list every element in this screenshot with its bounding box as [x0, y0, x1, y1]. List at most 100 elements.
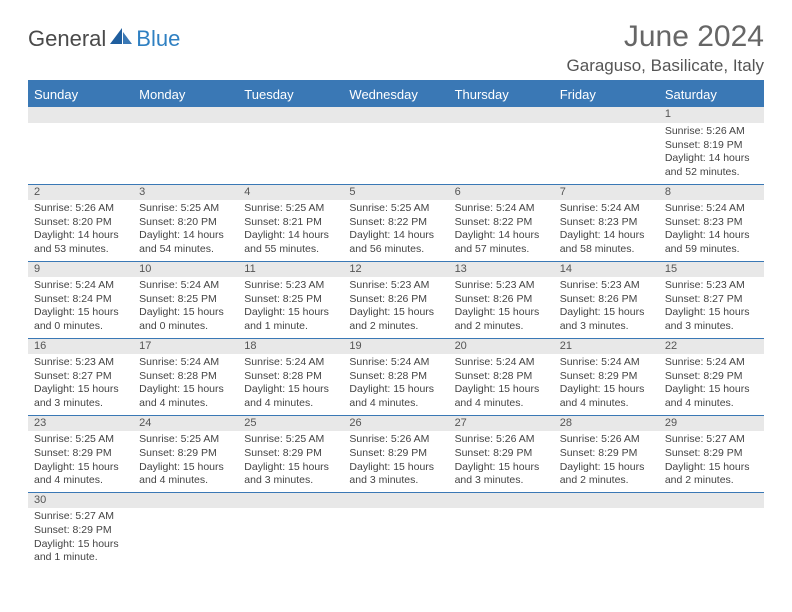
sunrise-line: Sunrise: 5:26 AM — [665, 125, 758, 139]
daylight-line: Daylight: 14 hours and 55 minutes. — [244, 229, 337, 256]
sunrise-line: Sunrise: 5:27 AM — [34, 510, 127, 524]
day-number-cell — [554, 107, 659, 123]
sunset-line: Sunset: 8:24 PM — [34, 293, 127, 307]
sunrise-line: Sunrise: 5:25 AM — [34, 433, 127, 447]
sunrise-line: Sunrise: 5:24 AM — [349, 356, 442, 370]
day-number-cell — [343, 107, 448, 123]
day-detail-cell: Sunrise: 5:24 AMSunset: 8:23 PMDaylight:… — [659, 200, 764, 261]
day-number-cell: 26 — [343, 415, 448, 431]
sunrise-line: Sunrise: 5:24 AM — [139, 279, 232, 293]
day-detail-cell — [28, 123, 133, 184]
sunrise-line: Sunrise: 5:24 AM — [455, 356, 548, 370]
day-detail-cell: Sunrise: 5:23 AMSunset: 8:26 PMDaylight:… — [343, 277, 448, 338]
daynum-row: 2345678 — [28, 184, 764, 200]
day-number-cell: 3 — [133, 184, 238, 200]
day-detail-cell: Sunrise: 5:25 AMSunset: 8:20 PMDaylight:… — [133, 200, 238, 261]
daylight-line: Daylight: 14 hours and 53 minutes. — [34, 229, 127, 256]
day-detail-cell: Sunrise: 5:24 AMSunset: 8:28 PMDaylight:… — [133, 354, 238, 415]
sunset-line: Sunset: 8:29 PM — [455, 447, 548, 461]
detail-row: Sunrise: 5:27 AMSunset: 8:29 PMDaylight:… — [28, 508, 764, 569]
title-block: June 2024 Garaguso, Basilicate, Italy — [567, 20, 764, 76]
logo-text-blue: Blue — [136, 26, 180, 52]
day-number-cell: 16 — [28, 338, 133, 354]
day-detail-cell: Sunrise: 5:24 AMSunset: 8:28 PMDaylight:… — [238, 354, 343, 415]
day-number-cell: 10 — [133, 261, 238, 277]
sunset-line: Sunset: 8:29 PM — [560, 370, 653, 384]
daylight-line: Daylight: 15 hours and 3 minutes. — [34, 383, 127, 410]
daylight-line: Daylight: 14 hours and 58 minutes. — [560, 229, 653, 256]
day-number-cell: 22 — [659, 338, 764, 354]
daylight-line: Daylight: 15 hours and 0 minutes. — [139, 306, 232, 333]
day-number-cell: 5 — [343, 184, 448, 200]
weekday-header: Wednesday — [343, 82, 448, 107]
day-detail-cell: Sunrise: 5:25 AMSunset: 8:21 PMDaylight:… — [238, 200, 343, 261]
sunrise-line: Sunrise: 5:26 AM — [560, 433, 653, 447]
daylight-line: Daylight: 15 hours and 3 minutes. — [244, 461, 337, 488]
day-number-cell: 13 — [449, 261, 554, 277]
weekday-header: Tuesday — [238, 82, 343, 107]
sunrise-line: Sunrise: 5:26 AM — [349, 433, 442, 447]
sunset-line: Sunset: 8:20 PM — [34, 216, 127, 230]
daylight-line: Daylight: 15 hours and 4 minutes. — [455, 383, 548, 410]
day-number-cell — [343, 492, 448, 508]
day-number-cell: 15 — [659, 261, 764, 277]
daylight-line: Daylight: 15 hours and 4 minutes. — [34, 461, 127, 488]
sunrise-line: Sunrise: 5:24 AM — [455, 202, 548, 216]
sunrise-line: Sunrise: 5:23 AM — [349, 279, 442, 293]
sunrise-line: Sunrise: 5:25 AM — [244, 202, 337, 216]
day-number-cell: 19 — [343, 338, 448, 354]
sunrise-line: Sunrise: 5:24 AM — [560, 202, 653, 216]
sunrise-line: Sunrise: 5:23 AM — [34, 356, 127, 370]
day-detail-cell: Sunrise: 5:23 AMSunset: 8:26 PMDaylight:… — [554, 277, 659, 338]
daylight-line: Daylight: 15 hours and 4 minutes. — [139, 383, 232, 410]
sunrise-line: Sunrise: 5:24 AM — [665, 202, 758, 216]
day-detail-cell: Sunrise: 5:25 AMSunset: 8:29 PMDaylight:… — [238, 431, 343, 492]
sunset-line: Sunset: 8:26 PM — [349, 293, 442, 307]
day-number-cell: 29 — [659, 415, 764, 431]
day-detail-cell: Sunrise: 5:23 AMSunset: 8:26 PMDaylight:… — [449, 277, 554, 338]
daylight-line: Daylight: 15 hours and 4 minutes. — [244, 383, 337, 410]
day-detail-cell — [554, 123, 659, 184]
daylight-line: Daylight: 15 hours and 4 minutes. — [560, 383, 653, 410]
daylight-line: Daylight: 15 hours and 0 minutes. — [34, 306, 127, 333]
day-detail-cell — [133, 508, 238, 569]
daylight-line: Daylight: 15 hours and 4 minutes. — [349, 383, 442, 410]
sunrise-line: Sunrise: 5:23 AM — [244, 279, 337, 293]
day-number-cell — [554, 492, 659, 508]
day-detail-cell: Sunrise: 5:25 AMSunset: 8:29 PMDaylight:… — [133, 431, 238, 492]
day-detail-cell: Sunrise: 5:23 AMSunset: 8:27 PMDaylight:… — [28, 354, 133, 415]
header: General Blue June 2024 Garaguso, Basilic… — [28, 20, 764, 76]
day-detail-cell: Sunrise: 5:26 AMSunset: 8:29 PMDaylight:… — [554, 431, 659, 492]
daynum-row: 9101112131415 — [28, 261, 764, 277]
sunrise-line: Sunrise: 5:26 AM — [455, 433, 548, 447]
sunset-line: Sunset: 8:19 PM — [665, 139, 758, 153]
day-detail-cell — [659, 508, 764, 569]
day-number-cell — [449, 107, 554, 123]
sunset-line: Sunset: 8:29 PM — [34, 447, 127, 461]
sunrise-line: Sunrise: 5:25 AM — [139, 433, 232, 447]
day-number-cell: 21 — [554, 338, 659, 354]
day-number-cell: 7 — [554, 184, 659, 200]
day-number-cell: 23 — [28, 415, 133, 431]
detail-row: Sunrise: 5:24 AMSunset: 8:24 PMDaylight:… — [28, 277, 764, 338]
sunset-line: Sunset: 8:22 PM — [455, 216, 548, 230]
day-number-cell — [238, 492, 343, 508]
day-number-cell: 14 — [554, 261, 659, 277]
day-detail-cell — [554, 508, 659, 569]
detail-row: Sunrise: 5:25 AMSunset: 8:29 PMDaylight:… — [28, 431, 764, 492]
day-detail-cell — [449, 508, 554, 569]
day-detail-cell: Sunrise: 5:24 AMSunset: 8:25 PMDaylight:… — [133, 277, 238, 338]
day-detail-cell: Sunrise: 5:23 AMSunset: 8:25 PMDaylight:… — [238, 277, 343, 338]
day-detail-cell: Sunrise: 5:26 AMSunset: 8:29 PMDaylight:… — [343, 431, 448, 492]
logo: General Blue — [28, 20, 180, 52]
day-number-cell: 1 — [659, 107, 764, 123]
weekday-header: Friday — [554, 82, 659, 107]
sunrise-line: Sunrise: 5:25 AM — [349, 202, 442, 216]
daylight-line: Daylight: 14 hours and 57 minutes. — [455, 229, 548, 256]
day-detail-cell: Sunrise: 5:24 AMSunset: 8:28 PMDaylight:… — [449, 354, 554, 415]
sunset-line: Sunset: 8:21 PM — [244, 216, 337, 230]
sunset-line: Sunset: 8:29 PM — [665, 447, 758, 461]
sunrise-line: Sunrise: 5:25 AM — [244, 433, 337, 447]
day-detail-cell: Sunrise: 5:26 AMSunset: 8:19 PMDaylight:… — [659, 123, 764, 184]
sunset-line: Sunset: 8:29 PM — [244, 447, 337, 461]
